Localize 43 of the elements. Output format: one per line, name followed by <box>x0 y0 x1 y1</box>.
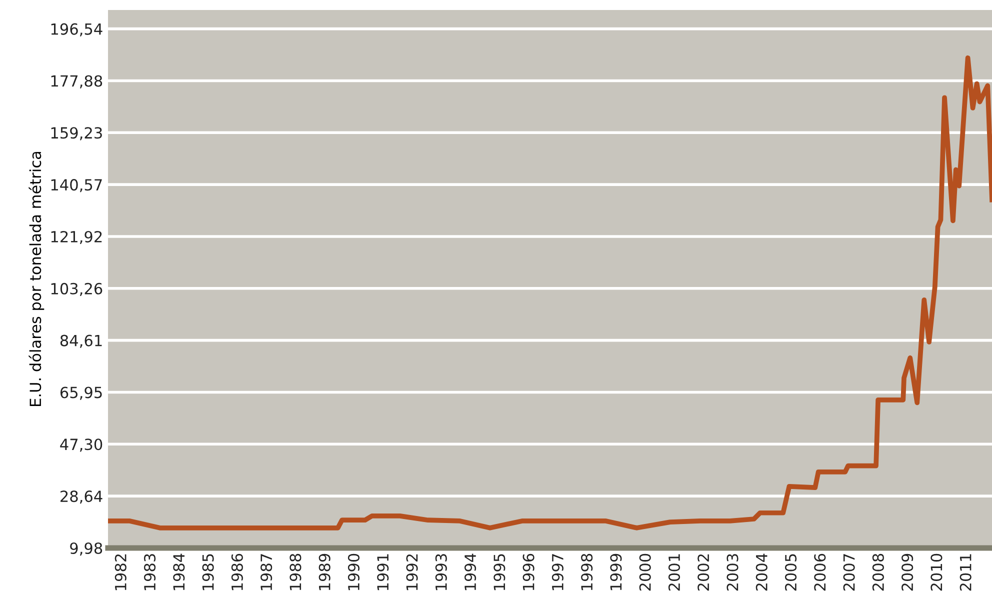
y-tick-label: 47,30 <box>60 438 102 452</box>
x-tick-label: 1986 <box>231 554 243 590</box>
x-tick-label: 2010 <box>930 554 942 591</box>
line-series <box>108 55 992 530</box>
x-tick-label: 2002 <box>698 554 710 591</box>
y-tick-label: 159,23 <box>51 127 102 140</box>
x-tick-label: 1991 <box>377 554 389 590</box>
x-tick-label: 2003 <box>726 554 738 591</box>
x-tick-label: 2001 <box>668 554 680 591</box>
y-tick-label: 196,54 <box>51 23 102 36</box>
x-tick-label: 2009 <box>902 554 914 591</box>
y-tick-label: 84,61 <box>60 334 102 348</box>
x-tick-label: 1994 <box>464 554 476 590</box>
y-tick-label: 9,98 <box>70 542 102 556</box>
x-tick-label: 1995 <box>494 554 506 590</box>
y-tick-label: 121,92 <box>51 230 102 244</box>
x-tick-label: 2005 <box>785 554 797 591</box>
x-tick-label: 1997 <box>552 554 564 590</box>
y-tick-label: 65,95 <box>60 386 102 400</box>
x-tick-label: 2006 <box>814 554 826 591</box>
y-tick-label: 28,64 <box>60 490 102 504</box>
x-tick-label: 1990 <box>348 554 360 590</box>
x-tick-label: 2007 <box>843 554 855 591</box>
y-tick-label: 177,88 <box>51 75 102 88</box>
x-tick-label: 1999 <box>610 554 622 590</box>
x-tick-label: 2000 <box>639 554 651 591</box>
x-tick-label: 1985 <box>202 554 214 590</box>
x-tick-label: 1988 <box>290 554 302 590</box>
y-axis-title: E.U. dólares por tonelada métrica <box>28 152 44 406</box>
x-tick-label: 1989 <box>318 554 330 590</box>
x-tick-label: 1992 <box>406 554 418 590</box>
y-tick-label: 140,57 <box>51 179 102 192</box>
x-tick-label: 1998 <box>581 554 593 590</box>
x-tick-label: 2004 <box>756 554 768 591</box>
x-tick-label: 2011 <box>960 554 972 591</box>
x-tick-label: 1984 <box>173 554 185 590</box>
x-tick-label: 1983 <box>144 554 156 590</box>
x-tick-label: 1987 <box>260 554 272 590</box>
y-tick-label: 103,26 <box>51 282 102 296</box>
x-tick-label: 1996 <box>522 554 534 590</box>
x-tick-label: 1993 <box>435 554 447 590</box>
x-tick-label: 1982 <box>114 554 126 590</box>
x-tick-label: 2008 <box>872 554 884 591</box>
